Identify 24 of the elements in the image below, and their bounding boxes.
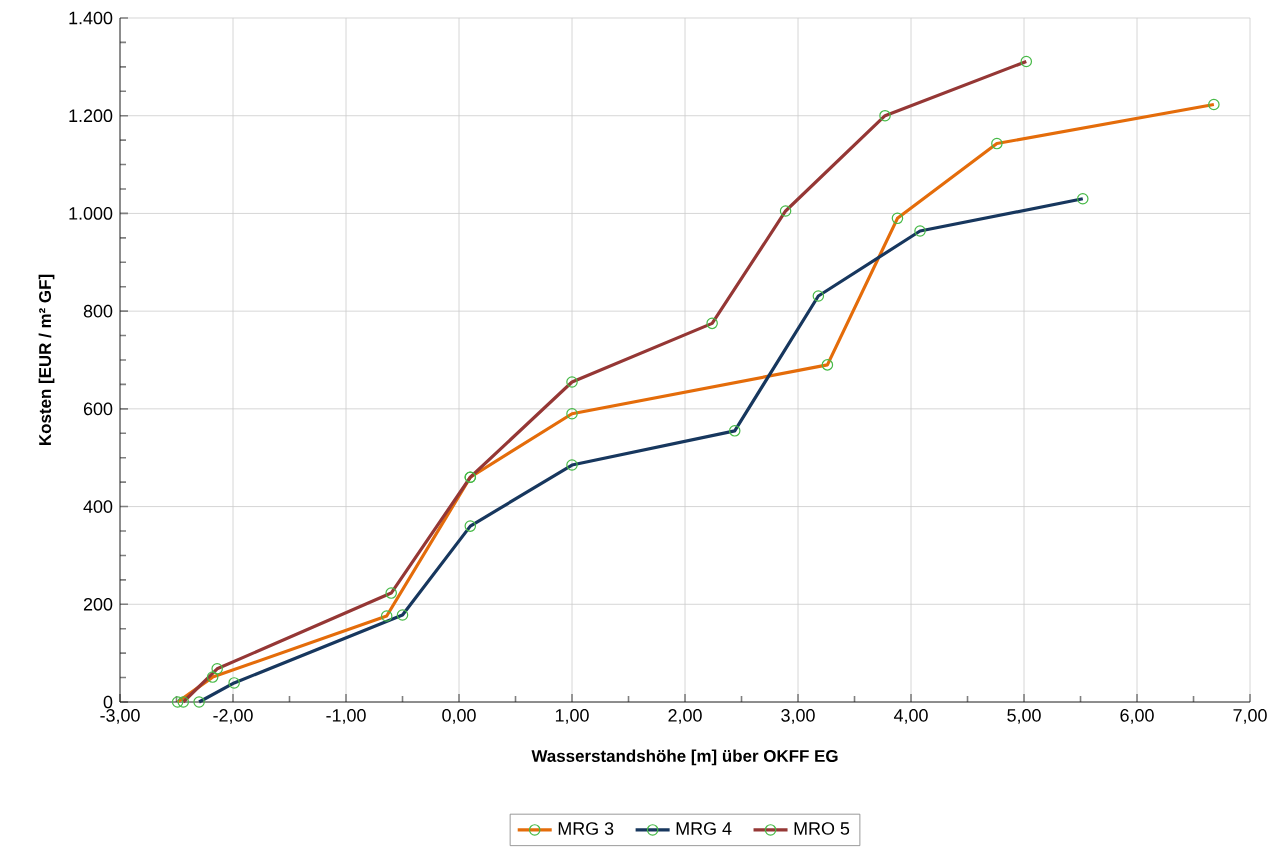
y-tick-label: 800 (83, 304, 113, 318)
x-tick-label: 2,00 (668, 709, 702, 724)
y-tick-label: 200 (83, 597, 113, 611)
x-tick-label: -1,00 (326, 709, 366, 724)
y-tick-label: 1.200 (69, 109, 113, 123)
x-tick-label: -3,00 (100, 709, 140, 724)
x-tick-label: 0,00 (442, 709, 476, 724)
legend-label: MRG 3 (558, 822, 614, 835)
y-tick-label: 600 (83, 402, 113, 416)
x-axis-title: Wasserstandshöhe [m] über OKFF EG (531, 749, 838, 766)
x-tick-label: 7,00 (1233, 709, 1267, 724)
y-tick-label: 1.400 (69, 11, 113, 25)
legend-label: MRG 4 (676, 822, 732, 835)
x-tick-label: 4,00 (893, 709, 928, 724)
y-tick-label: 0 (103, 695, 113, 709)
x-tick-label: 6,00 (1120, 709, 1154, 724)
y-axis-title: Kosten [EUR / m² GF] (38, 274, 55, 445)
legend-label: MRO 5 (794, 822, 850, 835)
x-tick-label: 1,00 (555, 709, 589, 724)
y-tick-label: 400 (83, 500, 113, 513)
x-tick-label: 3,00 (781, 709, 815, 724)
x-tick-label: 5,00 (1007, 709, 1041, 724)
x-tick-label: -2,00 (213, 709, 253, 724)
y-tick-label: 1.000 (69, 207, 113, 220)
